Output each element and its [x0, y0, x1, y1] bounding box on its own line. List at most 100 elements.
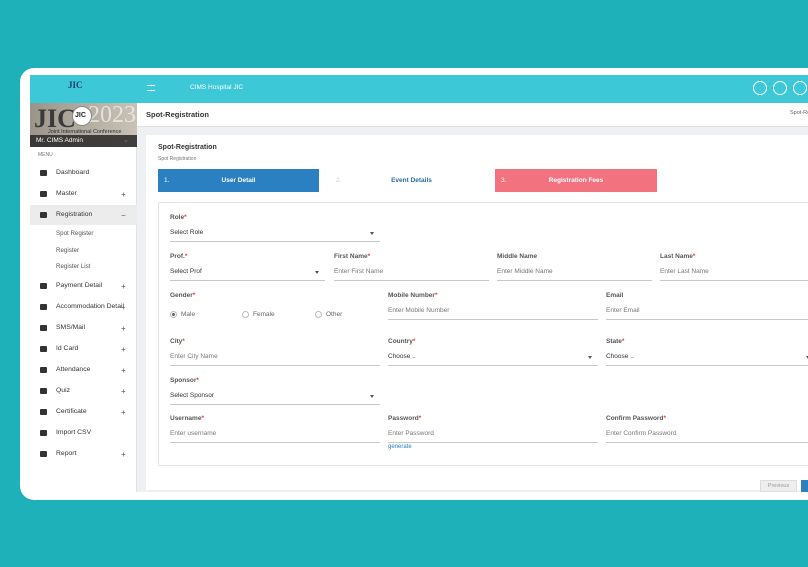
required-mark: *	[184, 214, 187, 221]
field-label: Email	[606, 292, 623, 299]
menu-item[interactable]: Certificate	[56, 407, 87, 415]
avatar-text: JIC	[75, 112, 86, 119]
field-underline	[388, 365, 598, 366]
field-underline	[334, 280, 489, 281]
menu-toggle[interactable]	[147, 85, 155, 91]
top-icon[interactable]	[773, 81, 787, 95]
radio[interactable]	[242, 311, 249, 318]
required-mark: *	[184, 253, 188, 260]
field-label: Password*	[388, 415, 421, 422]
menu-item[interactable]: Quiz	[56, 386, 70, 394]
field-label: First Name*	[334, 253, 370, 260]
menu-item[interactable]: Report	[56, 449, 77, 457]
radio[interactable]	[170, 311, 177, 318]
step[interactable]	[495, 169, 657, 192]
label-text: Username	[170, 415, 202, 422]
menu-icon	[40, 282, 47, 289]
menu-item[interactable]: Import CSV	[56, 428, 92, 436]
field-label: State*	[606, 338, 624, 345]
menu-icon	[40, 408, 47, 415]
step-label: Event Details	[391, 177, 432, 184]
header-logo: JIC	[68, 80, 83, 90]
menu-item[interactable]: Payment Detail	[56, 281, 103, 289]
step-label: Registration Fees	[548, 177, 604, 184]
select-caret	[370, 232, 374, 235]
avatar	[72, 106, 92, 126]
required-mark: *	[418, 415, 422, 422]
select-caret	[588, 356, 592, 359]
breadcrumb: Spot-Registration	[790, 110, 808, 116]
radio[interactable]	[315, 311, 322, 318]
menu-item[interactable]: Accommodation Detail	[56, 302, 124, 310]
menu-toggle: +	[121, 386, 126, 396]
field-label: Username*	[170, 415, 204, 422]
required-mark: *	[434, 292, 438, 299]
placeholder: Enter First Name	[334, 268, 384, 275]
placeholder: Select Role	[170, 229, 204, 236]
field-label: Sponsor*	[170, 377, 199, 384]
placeholder: Choose ..	[606, 353, 634, 360]
menu-icon	[40, 450, 47, 457]
menu-item[interactable]: Master	[56, 190, 77, 197]
menu-toggle: +	[121, 344, 126, 354]
placeholder: Enter Password	[388, 430, 434, 437]
top-icon[interactable]	[753, 81, 767, 95]
menu-item[interactable]: Id Card	[56, 344, 79, 352]
field-underline	[606, 319, 808, 320]
field-underline	[170, 442, 380, 443]
user-caret	[124, 140, 128, 143]
page-title: Spot-Registration	[146, 110, 209, 119]
field-label: City*	[170, 338, 185, 345]
field-underline	[170, 280, 325, 281]
card-title: Spot-Registration	[158, 144, 217, 151]
generate-link[interactable]: generate	[388, 444, 412, 450]
user-name[interactable]: Mr. CIMS Admin	[36, 137, 83, 144]
field-underline	[170, 404, 380, 405]
radio-label: Female	[253, 311, 275, 318]
label-text: Sponsor	[170, 377, 197, 384]
menu-toggle: +	[121, 449, 126, 459]
menu-item[interactable]: Attendance	[56, 365, 91, 373]
required-mark: *	[196, 377, 199, 384]
menu-item[interactable]: Dashboard	[56, 169, 90, 176]
top-icon[interactable]	[793, 81, 807, 95]
menu-toggle: +	[121, 365, 126, 375]
step[interactable]	[158, 169, 319, 192]
app-frame	[30, 75, 808, 492]
placeholder: Select Prof	[170, 268, 202, 275]
field-label: Country*	[388, 338, 415, 345]
placeholder: Enter City Name	[170, 353, 218, 360]
top-bar	[30, 75, 808, 103]
previous-button[interactable]: Previous	[760, 480, 797, 492]
placeholder: Choose ..	[388, 353, 416, 360]
menu-toggle: +	[121, 407, 126, 417]
label-text: Gender	[170, 292, 193, 299]
menu-item[interactable]: Registration	[56, 211, 93, 218]
submenu-item[interactable]: Register List	[56, 263, 91, 270]
menu-item[interactable]: SMS/Mail	[56, 323, 86, 331]
label-text: Password	[388, 415, 419, 422]
field-underline	[388, 319, 598, 320]
menu-icon	[40, 429, 47, 436]
step-number: 2.	[336, 177, 342, 184]
card-subtitle: Spot Registration	[158, 156, 197, 162]
label-text: State	[606, 338, 622, 345]
field-underline	[170, 365, 380, 366]
label-text: First Name	[334, 253, 368, 260]
next-button[interactable]	[801, 480, 808, 492]
field-underline	[497, 280, 652, 281]
banner-subtitle: Joint International Conference	[48, 129, 122, 135]
required-mark: *	[692, 253, 696, 260]
required-mark: *	[367, 253, 371, 260]
submenu-item[interactable]: Spot Register	[56, 230, 94, 237]
submenu-item[interactable]: Register	[56, 246, 80, 254]
step-number: 1.	[164, 177, 170, 184]
step[interactable]	[330, 169, 493, 192]
field-underline	[660, 280, 808, 281]
menu-toggle: +	[121, 302, 126, 312]
banner-year: 2023	[88, 102, 136, 128]
label-text: Country	[388, 338, 413, 345]
menu-icon	[40, 366, 47, 373]
placeholder: Enter Mobile Number	[388, 307, 450, 314]
menu-icon	[40, 191, 47, 197]
